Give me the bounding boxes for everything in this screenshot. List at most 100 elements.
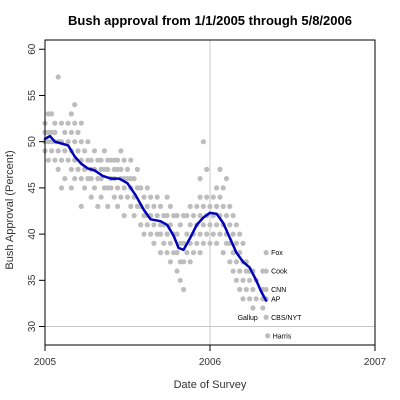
data-point <box>138 185 144 191</box>
data-point <box>68 129 74 135</box>
data-point <box>184 250 190 256</box>
data-point <box>184 213 190 219</box>
data-point <box>52 120 58 126</box>
data-point <box>177 277 183 283</box>
data-point <box>68 111 74 117</box>
data-point <box>233 277 239 283</box>
data-point <box>181 240 187 246</box>
data-point <box>58 157 65 163</box>
annotation-label: CNN <box>271 287 286 294</box>
data-point <box>227 203 233 209</box>
data-point <box>52 157 58 163</box>
data-point <box>65 139 71 145</box>
data-point <box>151 222 157 228</box>
data-point <box>134 166 140 172</box>
annotation-label: AP <box>271 296 281 303</box>
x-axis-label: Date of Survey <box>174 379 247 391</box>
data-point <box>157 250 164 256</box>
data-point <box>75 148 81 154</box>
data-point <box>105 166 111 172</box>
data-point <box>131 213 137 219</box>
data-point <box>200 222 206 228</box>
data-point <box>250 305 256 311</box>
data-point <box>161 240 167 246</box>
data-point <box>194 203 200 209</box>
data-point <box>95 203 101 209</box>
data-point <box>45 157 51 163</box>
data-point <box>263 314 269 320</box>
data-point <box>98 194 104 200</box>
data-point <box>247 277 253 283</box>
data-point <box>78 176 84 182</box>
data-point <box>72 102 78 108</box>
data-point <box>118 166 124 172</box>
data-point <box>210 231 216 237</box>
data-point <box>177 222 183 228</box>
annotation-label: CBS/NYT <box>271 315 302 322</box>
data-point <box>210 194 216 200</box>
data-point <box>167 240 173 246</box>
data-point <box>223 176 230 182</box>
data-point <box>121 157 127 163</box>
data-point <box>68 185 74 191</box>
data-point <box>164 213 170 219</box>
x-axis: 2005 2006 2007 <box>34 345 387 368</box>
data-point <box>124 194 131 200</box>
data-point <box>115 157 121 163</box>
data-point <box>121 185 127 191</box>
data-point <box>111 194 117 200</box>
data-point <box>217 194 223 200</box>
data-point <box>72 139 78 145</box>
data-point <box>200 139 206 145</box>
y-tick-label: 60 <box>27 43 38 55</box>
data-point <box>154 213 160 219</box>
x-tick-label: 2006 <box>199 357 222 368</box>
data-point <box>82 185 88 191</box>
data-point <box>237 231 243 237</box>
x-tick-label: 2007 <box>364 357 387 368</box>
y-tick-label: 50 <box>27 136 38 148</box>
data-point <box>164 194 170 200</box>
data-point <box>174 268 180 274</box>
data-point <box>223 213 230 219</box>
data-point <box>75 166 81 172</box>
data-point <box>49 111 55 117</box>
data-point <box>197 231 203 237</box>
data-point <box>220 250 226 256</box>
data-point <box>233 222 239 228</box>
data-point <box>157 203 164 209</box>
data-point <box>197 194 203 200</box>
data-point <box>144 203 150 209</box>
data-point <box>204 166 210 172</box>
data-point <box>88 157 94 163</box>
x-tick-label: 2005 <box>34 357 57 368</box>
data-point <box>55 148 61 154</box>
data-point <box>240 277 246 283</box>
data-point <box>214 222 220 228</box>
data-point <box>151 203 157 209</box>
data-point <box>157 231 164 237</box>
data-point <box>214 185 220 191</box>
data-point <box>240 240 246 246</box>
data-point <box>55 166 61 172</box>
y-tick-label: 45 <box>27 182 38 194</box>
data-point <box>207 203 213 209</box>
data-point <box>115 203 121 209</box>
data-point <box>187 259 193 265</box>
data-point <box>118 194 124 200</box>
annotation-label: Harris <box>273 333 292 340</box>
data-point <box>105 203 111 209</box>
data-point <box>187 203 193 209</box>
data-point <box>233 259 239 265</box>
annotation-label: Gallup <box>238 315 258 322</box>
data-point <box>174 231 180 237</box>
data-point <box>118 148 124 154</box>
y-tick-label: 30 <box>27 321 38 333</box>
annotation-label: Cook <box>271 269 288 276</box>
data-point <box>141 231 147 237</box>
data-point <box>214 203 220 209</box>
data-point <box>85 139 91 145</box>
data-point <box>197 213 203 219</box>
data-point <box>62 148 68 154</box>
